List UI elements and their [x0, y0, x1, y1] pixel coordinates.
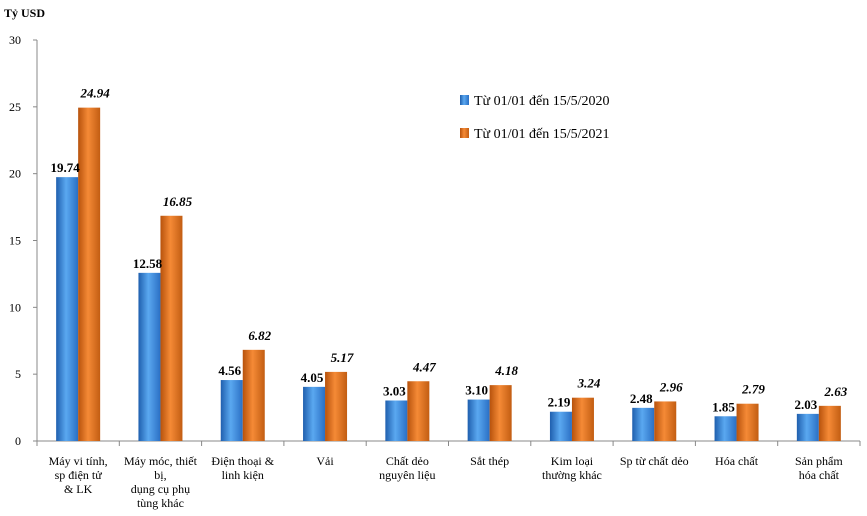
- category-labels-group: Máy vi tính, sp điện tử & LK Máy móc, thiết…: [49, 454, 844, 510]
- legend: Từ 01/01 đến 15/5/2020 Từ 01/01 đến 15/5/…: [460, 94, 610, 142]
- category-label: Sp từ chất dẻo: [620, 454, 689, 468]
- y-tick-label: 20: [9, 167, 21, 181]
- category-label-line: Sắt thép: [470, 454, 509, 468]
- data-label-series-1: 2.48: [630, 391, 653, 406]
- data-label-series-1: 2.03: [794, 397, 817, 412]
- bar-series-2: [736, 403, 759, 441]
- y-tick-label: 25: [9, 100, 21, 114]
- bar-series-1: [138, 272, 161, 441]
- bar-series-2: [325, 371, 348, 441]
- data-label-series-2: 2.79: [741, 382, 765, 397]
- category-label: Vải: [316, 454, 334, 468]
- category-label-line: tùng khác: [137, 496, 184, 510]
- data-label-series-1: 3.03: [383, 383, 406, 398]
- data-label-series-2: 2.63: [823, 384, 847, 399]
- category-label-line: nguyên liệu: [379, 468, 435, 482]
- category-label: Máy móc, thiết bị, dụng cụ phụ tùng khác: [124, 454, 198, 510]
- bar-series-2: [571, 397, 594, 441]
- category-label-line: Sản phẩm: [795, 454, 843, 468]
- bar-series-1: [549, 411, 572, 441]
- category-label: Sắt thép: [470, 454, 509, 468]
- data-label-series-2: 3.24: [577, 376, 601, 391]
- legend-label-series-1: Từ 01/01 đến 15/5/2020: [474, 94, 610, 109]
- data-label-series-2: 16.85: [163, 194, 193, 209]
- data-label-series-2: 4.18: [494, 363, 518, 378]
- y-tick-label: 0: [15, 434, 21, 448]
- data-label-series-1: 1.85: [712, 399, 735, 414]
- bar-series-1: [385, 400, 408, 441]
- category-label: Hóa chất: [715, 454, 759, 468]
- category-label-line: dụng cụ phụ: [131, 482, 190, 496]
- bar-series-2: [818, 405, 841, 441]
- bar-series-2: [242, 349, 265, 441]
- bar-series-1: [220, 380, 243, 441]
- category-label-line: hóa chất: [799, 468, 840, 482]
- category-label-line: Sp từ chất dẻo: [620, 454, 689, 468]
- bar-series-2: [489, 385, 512, 441]
- bar-series-2: [160, 215, 183, 441]
- bar-series-1: [714, 416, 737, 441]
- data-label-series-1: 2.19: [548, 395, 571, 410]
- bar-series-2: [78, 107, 101, 442]
- category-label: Máy vi tính, sp điện tử & LK: [49, 454, 108, 496]
- category-label-line: Chất dẻo: [386, 454, 429, 468]
- data-label-series-2: 5.17: [331, 350, 354, 365]
- bars-group: [56, 107, 841, 442]
- y-axis-unit-label: Tỷ USD: [4, 6, 46, 20]
- data-label-series-2: 6.82: [248, 328, 271, 343]
- category-label-line: bị,: [154, 468, 166, 482]
- bar-series-1: [796, 413, 819, 441]
- category-label-line: Hóa chất: [715, 454, 759, 468]
- data-label-series-1: 3.10: [465, 383, 488, 398]
- category-label-line: thường khác: [542, 468, 602, 482]
- data-label-series-1: 4.56: [218, 363, 241, 378]
- category-label-line: sp điện tử: [55, 468, 103, 482]
- data-label-series-2: 2.96: [659, 379, 683, 394]
- axes-group: 0 5 10 15 20 25 30: [9, 33, 861, 448]
- category-label-line: Vải: [316, 454, 334, 468]
- legend-label-series-2: Từ 01/01 đến 15/5/2021: [474, 127, 610, 142]
- data-label-series-2: 24.94: [80, 86, 111, 101]
- bar-series-1: [467, 399, 490, 441]
- bar-series-2: [407, 381, 430, 441]
- y-tick-label: 10: [9, 300, 21, 314]
- bar-series-1: [632, 407, 655, 441]
- bar-series-1: [303, 386, 326, 441]
- bar-series-2: [654, 401, 677, 441]
- category-label: Điện thoại & linh kiện: [211, 454, 274, 482]
- data-labels-group: 19.74 12.58 4.56 4.05 3.03 3.10 2.19 2.48 1.85 2.…: [51, 86, 848, 415]
- category-label: Kim loại thường khác: [542, 454, 602, 482]
- category-label: Chất dẻo nguyên liệu: [379, 454, 435, 482]
- data-label-series-1: 12.58: [133, 256, 163, 271]
- category-label-line: & LK: [64, 482, 93, 496]
- data-label-series-1: 19.74: [51, 160, 81, 175]
- legend-swatch-series-1: [460, 95, 469, 105]
- category-label-line: Kim loại: [551, 454, 594, 468]
- category-label-line: Điện thoại &: [211, 454, 274, 468]
- category-label-line: Máy móc, thiết: [124, 454, 198, 468]
- y-tick-label: 5: [15, 367, 21, 381]
- y-tick-label: 30: [9, 33, 21, 47]
- data-label-series-1: 4.05: [301, 370, 324, 385]
- legend-swatch-series-2: [460, 128, 469, 138]
- category-label-line: linh kiện: [222, 468, 264, 482]
- bar-series-1: [56, 177, 79, 441]
- category-label: Sản phẩm hóa chất: [795, 454, 843, 482]
- category-label-line: Máy vi tính,: [49, 454, 108, 468]
- y-tick-label: 15: [9, 234, 21, 248]
- data-label-series-2: 4.47: [412, 359, 436, 374]
